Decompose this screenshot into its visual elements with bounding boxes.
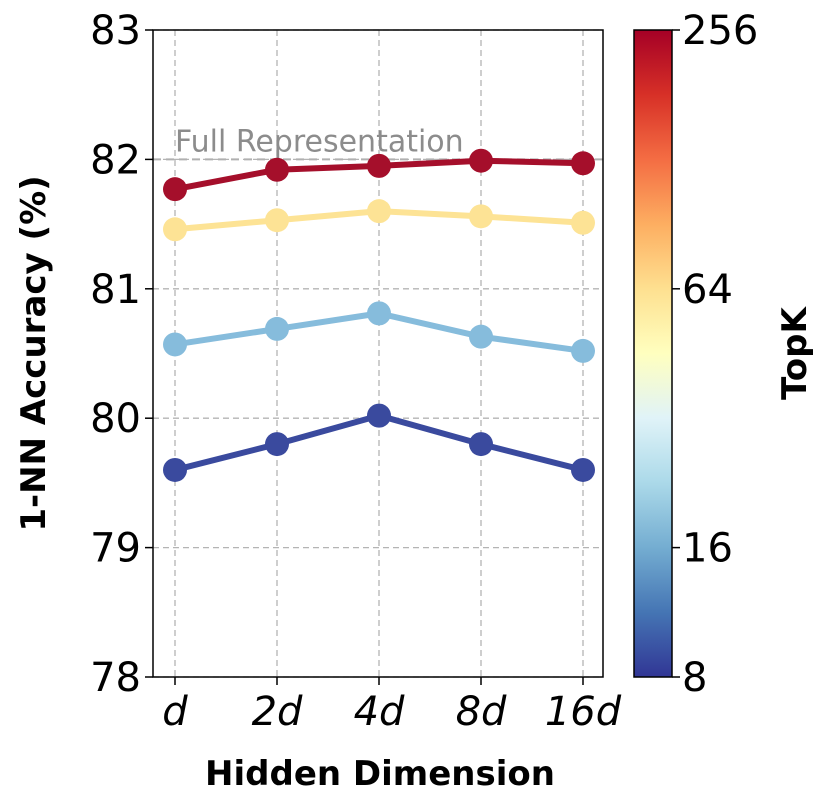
colorbar-tick-label-3: 256 xyxy=(682,8,758,54)
point-topk-256-4d xyxy=(367,153,391,178)
colorbar-label: TopK xyxy=(775,305,815,399)
point-topk-8-2d xyxy=(265,432,289,457)
point-topk-64-2d xyxy=(265,208,289,233)
point-topk-16-16d xyxy=(571,338,595,363)
colorbar-tick-label-0: 8 xyxy=(682,655,707,701)
colorbar-ticks: 8 16 64 256 xyxy=(672,8,758,701)
point-topk-8-4d xyxy=(367,403,391,428)
colorbar-tick-label-2: 64 xyxy=(682,267,733,313)
point-topk-256-16d xyxy=(571,151,595,176)
series-group xyxy=(163,148,595,482)
point-topk-16-4d xyxy=(367,301,391,326)
point-topk-8-16d xyxy=(571,457,595,482)
y-tick-label-2: 80 xyxy=(90,396,141,442)
y-tick-label-3: 81 xyxy=(90,267,141,313)
point-topk-8-d xyxy=(163,457,187,482)
point-topk-256-8d xyxy=(469,148,493,173)
series-topk-8 xyxy=(163,403,595,482)
x-tick-label-2: 4d xyxy=(354,689,405,735)
point-topk-64-8d xyxy=(469,204,493,229)
point-topk-8-8d xyxy=(469,432,493,457)
series-topk-64 xyxy=(163,199,595,242)
point-topk-64-4d xyxy=(367,199,391,224)
colorbar-tick-label-1: 16 xyxy=(682,526,733,572)
x-tick-label-1: 2d xyxy=(252,689,303,735)
point-topk-16-8d xyxy=(469,324,493,349)
y-axis-label: 1-NN Accuracy (%) xyxy=(14,175,54,531)
y-tick-label-4: 82 xyxy=(90,137,141,183)
y-axis-ticks: 78 79 80 81 82 83 xyxy=(90,8,153,701)
point-topk-16-2d xyxy=(265,316,289,341)
point-topk-64-16d xyxy=(571,210,595,235)
y-tick-label-1: 79 xyxy=(90,526,141,572)
point-topk-64-d xyxy=(163,217,187,242)
y-tick-label-0: 78 xyxy=(90,655,141,701)
y-tick-label-5: 83 xyxy=(90,8,141,54)
point-topk-256-2d xyxy=(265,157,289,182)
x-tick-label-4: 16d xyxy=(545,689,622,735)
series-topk-16 xyxy=(163,301,595,363)
colorbar-gradient xyxy=(633,29,673,678)
x-tick-label-0: d xyxy=(162,689,188,735)
point-topk-16-d xyxy=(163,332,187,357)
x-axis-label: Hidden Dimension xyxy=(205,754,555,794)
colorbar: 8 16 64 256 TopK xyxy=(633,8,815,701)
series-topk-256 xyxy=(163,148,595,202)
x-tick-label-3: 8d xyxy=(456,689,507,735)
point-topk-256-d xyxy=(163,177,187,202)
plot-frame xyxy=(152,29,604,678)
full-representation-label: Full Representation xyxy=(175,124,464,159)
x-axis-ticks: d 2d 4d 8d 16d xyxy=(162,677,622,735)
